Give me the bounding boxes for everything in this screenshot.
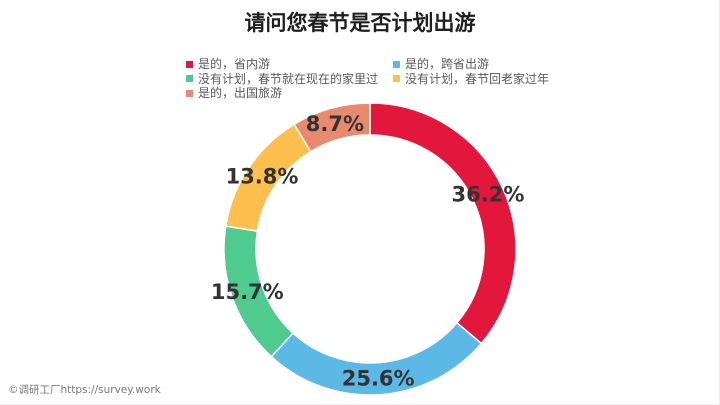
legend-swatch [186,75,193,83]
legend-swatch [186,60,193,68]
data-labels: 36.2% 25.6% 15.7% 13.8% 8.7% [211,112,525,391]
donut-slice-5 [293,102,371,153]
legend-label: 没有计划，春节就在现在的家里过 [198,71,379,86]
donut-slice-1 [369,102,517,345]
chart-title: 请问您春节是否计划出游 [244,11,476,35]
legend-item-3: 没有计划，春节就在现在的家里过 [186,72,393,87]
legend-label: 是的，跨省出游 [405,57,490,72]
data-label-1: 36.2% [452,182,525,206]
legend: 是的，省内游 是的，跨省出游 没有计划，春节就在现在的家里过 没有计划，春节回老… [186,57,593,101]
legend-label: 没有计划，春节回老家过年 [405,71,550,86]
legend-item-2: 是的，跨省出游 [393,57,593,72]
legend-item-1: 是的，省内游 [186,57,393,72]
legend-swatch [393,75,400,83]
legend-item-5: 是的，出国旅游 [186,86,393,101]
legend-label: 是的，出国旅游 [198,86,283,101]
data-label-2: 25.6% [342,367,415,391]
data-label-5: 8.7% [306,112,364,136]
data-label-4: 13.8% [226,165,299,189]
legend-swatch [186,89,193,97]
copyright-footer: ©调研工厂https://survey.work [8,384,161,396]
legend-label: 是的，省内游 [198,57,271,72]
donut-slices [223,102,517,396]
data-label-3: 15.7% [211,280,284,304]
legend-item-4: 没有计划，春节回老家过年 [393,72,593,87]
legend-swatch [393,60,400,68]
